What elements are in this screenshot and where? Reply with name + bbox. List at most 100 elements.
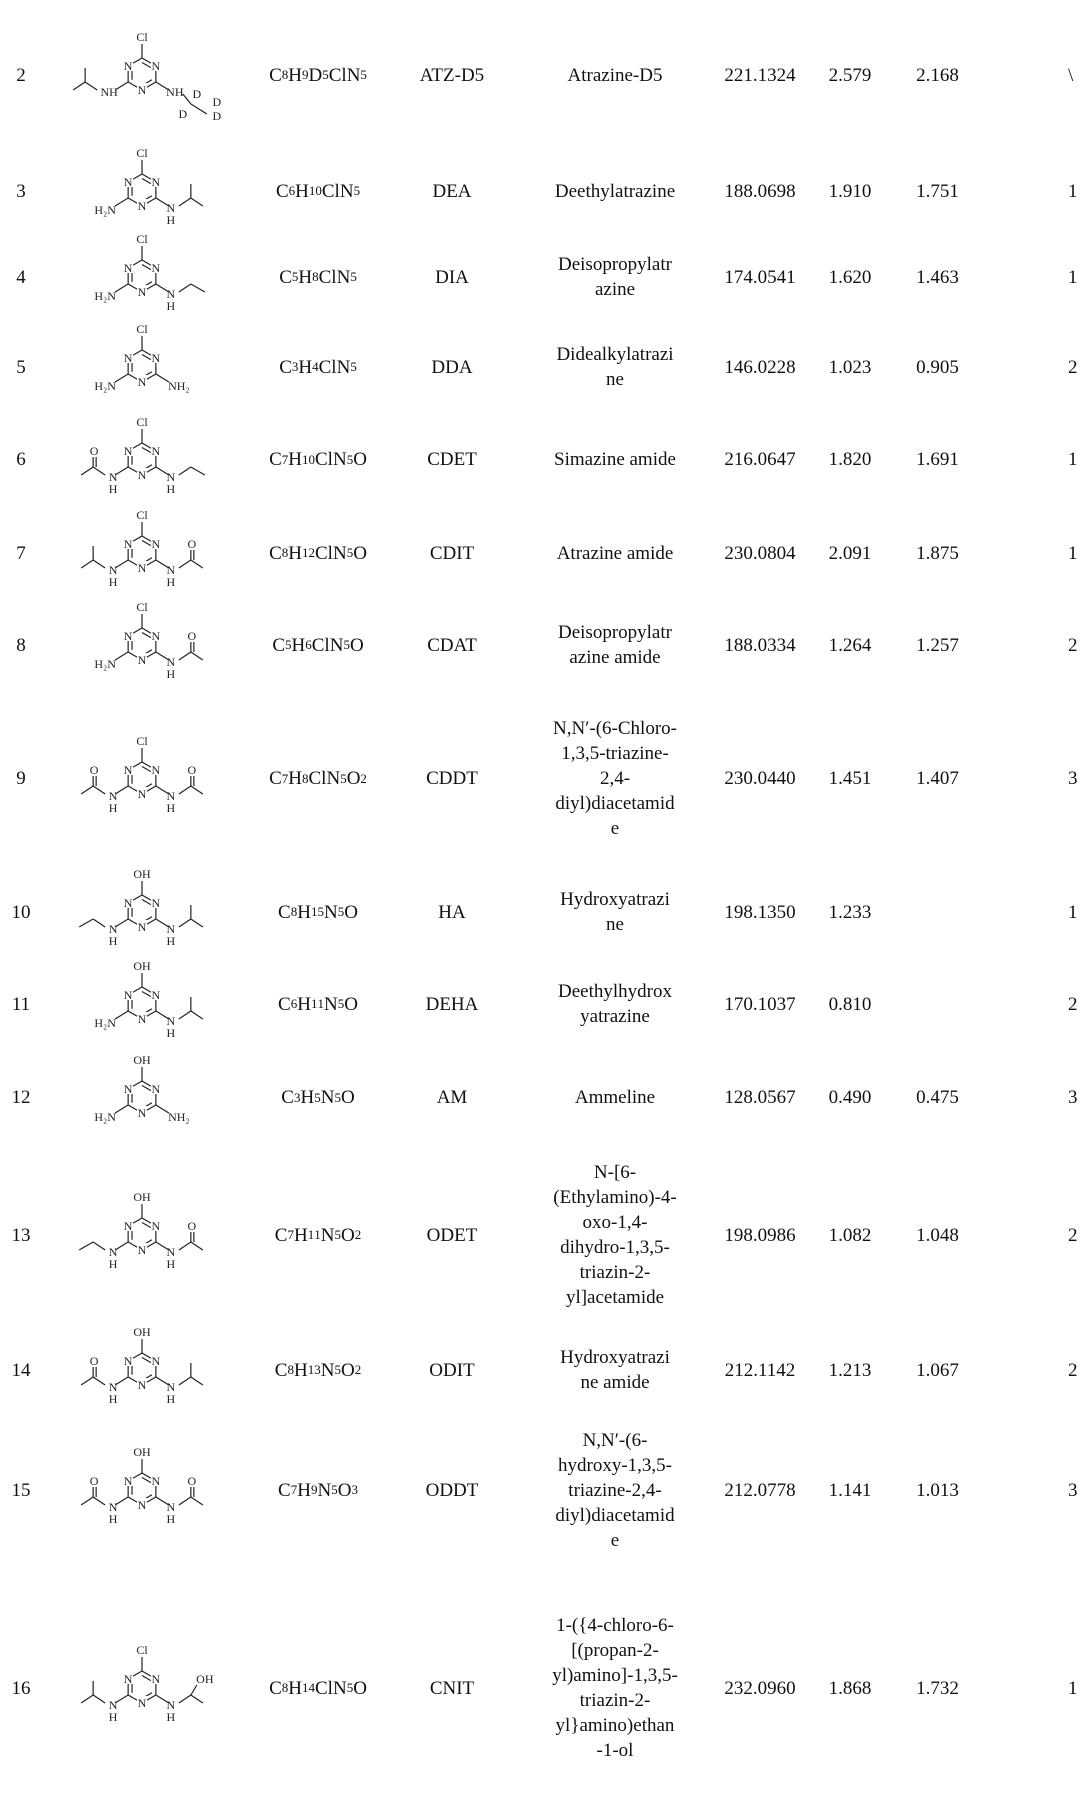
dda-structure: N N N Cl H₂N NH₂ xyxy=(50,322,235,412)
ring-nitrogen-label: N xyxy=(152,1082,161,1096)
abbreviation: DEA xyxy=(402,150,502,232)
exact-mass: 170.1037 xyxy=(710,958,810,1050)
exact-mass: 198.1350 xyxy=(710,866,810,958)
ring-nitrogen-label: N xyxy=(152,629,161,643)
value-column-2: 1.407 xyxy=(890,691,985,866)
value-column-2: 1.691 xyxy=(890,412,985,507)
ring-nitrogen-label: N xyxy=(124,261,133,275)
abbreviation: ATZ-D5 xyxy=(402,0,502,150)
abbreviation: CNIT xyxy=(402,1565,502,1811)
exact-mass: 232.0960 xyxy=(710,1565,810,1811)
ring-nitrogen-label: N xyxy=(138,1012,147,1026)
ring-nitrogen-label: N xyxy=(152,59,161,73)
ring-substituent-label: OH xyxy=(133,1190,151,1204)
bond xyxy=(179,652,191,660)
value-column-2: 1.751 xyxy=(890,150,985,232)
compound-number: 11 xyxy=(0,958,42,1050)
value-column-1: 1.082 xyxy=(810,1145,890,1325)
structure-svg: NNNOHH₂N NH₂ xyxy=(50,1053,235,1143)
ring-nitrogen-label: N xyxy=(152,763,161,777)
bond xyxy=(93,786,105,794)
compound-name-line: Didealkylatrazi xyxy=(556,342,673,367)
amine-h-label: H xyxy=(167,1392,176,1406)
ring-nitrogen-label: N xyxy=(124,351,133,365)
amine-h-label: H xyxy=(167,801,176,815)
ring-substituent-label: Cl xyxy=(136,734,148,748)
abbreviation: CDET xyxy=(402,412,502,507)
cdat-structure: N N N Cl H₂N N H O xyxy=(50,599,235,691)
ring-nitrogen-label: N xyxy=(124,537,133,551)
compound-number: 7 xyxy=(0,507,42,599)
exact-mass: 216.0647 xyxy=(710,412,810,507)
compound-number: 13 xyxy=(0,1145,42,1325)
odit-structure: N N N OH N H O N H xyxy=(50,1325,235,1415)
structure-svg: NNNClNHNHO xyxy=(50,508,235,598)
table-row: 10 N N N OH N H N H C 8 H 1 5 N 5 O HA Hydroxyatrazi ne 198.… xyxy=(0,866,1090,958)
abbreviation: DEHA xyxy=(402,958,502,1050)
amine-h-label: H xyxy=(167,1710,176,1724)
amine-h-label: H xyxy=(167,213,176,227)
ring-substituent-label: Cl xyxy=(136,146,148,160)
ring-nitrogen-label: N xyxy=(138,1243,147,1257)
exact-mass: 221.1324 xyxy=(710,0,810,150)
deha-structure: N N N OH H₂N N H xyxy=(50,958,235,1050)
compound-name: Didealkylatrazi ne xyxy=(520,322,710,412)
h2n-label: H₂N xyxy=(94,1016,116,1030)
value-column-1: 1.213 xyxy=(810,1325,890,1415)
molecular-formula: C 7 H 1 0 ClN 5 O xyxy=(238,412,398,507)
deuterium-label: D xyxy=(179,107,188,120)
amine-h-label: H xyxy=(167,1026,176,1040)
compound-name-line: [(propan-2- xyxy=(552,1638,678,1663)
last-column-value: 1 xyxy=(1068,412,1090,507)
compound-name: Hydroxyatrazi ne xyxy=(520,866,710,958)
compound-name: Atrazine amide xyxy=(520,507,710,599)
nh2-label: NH₂ xyxy=(168,379,190,393)
ring-nitrogen-label: N xyxy=(152,1354,161,1368)
compound-name-line: triazin-2- xyxy=(553,1260,676,1285)
ring-nitrogen-label: N xyxy=(124,896,133,910)
compound-name: Deisopropylatr azine amide xyxy=(520,599,710,691)
ha-structure: N N N OH N H N H xyxy=(50,866,235,958)
structure-svg: NNNClNHONH xyxy=(50,415,235,505)
ring-nitrogen-label: N xyxy=(138,561,147,575)
ring-nitrogen-label: N xyxy=(152,175,161,189)
bond xyxy=(81,467,93,475)
ring-substituent-label: Cl xyxy=(136,232,148,246)
last-column-value: 2 xyxy=(1068,322,1090,412)
compound-number: 8 xyxy=(0,599,42,691)
compound-name-line: ne xyxy=(560,912,670,937)
last-column-value: 2 xyxy=(1068,1145,1090,1325)
ring-nitrogen-label: N xyxy=(124,1672,133,1686)
compound-number: 12 xyxy=(0,1050,42,1145)
ring-nitrogen-label: N xyxy=(124,763,133,777)
structure-svg: NNNClNHONHO xyxy=(50,734,235,824)
molecular-formula: C 6 H 1 0 ClN 5 xyxy=(238,150,398,232)
deuterium-label: D xyxy=(213,109,222,120)
ring-nitrogen-label: N xyxy=(124,629,133,643)
compound-name-line: 1-({4-chloro-6- xyxy=(552,1613,678,1638)
abbreviation: AM xyxy=(402,1050,502,1145)
ring-nitrogen-label: N xyxy=(124,1354,133,1368)
dea-structure: N N N Cl H₂N N H xyxy=(50,150,235,232)
atz-d5-structure: NNNClNHNHDDDDD xyxy=(50,0,235,150)
amine-h-label: H xyxy=(109,1710,118,1724)
compound-number: 3 xyxy=(0,150,42,232)
compound-name-line: e xyxy=(555,1528,674,1553)
compound-name-line: 2,4- xyxy=(553,766,677,791)
molecular-formula: C 7 H 8 ClN 5 O2 xyxy=(238,691,398,866)
bond xyxy=(115,284,128,292)
odet-structure: N N N OH N H N H O xyxy=(50,1145,235,1325)
value-column-1: 1.868 xyxy=(810,1565,890,1811)
value-column-1: 1.023 xyxy=(810,322,890,412)
amine-h-label: H xyxy=(109,1392,118,1406)
amine-h-label: H xyxy=(109,1512,118,1526)
compound-name-line: azine amide xyxy=(558,645,672,670)
cdet-structure: N N N Cl N H O N H xyxy=(50,412,235,507)
bond xyxy=(93,1695,105,1703)
bond xyxy=(115,1011,128,1019)
value-column-2: 0.475 xyxy=(890,1050,985,1145)
compound-name-line: Atrazine amide xyxy=(557,541,674,566)
ring-nitrogen-label: N xyxy=(138,199,147,213)
value-column-2: 2.168 xyxy=(890,0,985,150)
